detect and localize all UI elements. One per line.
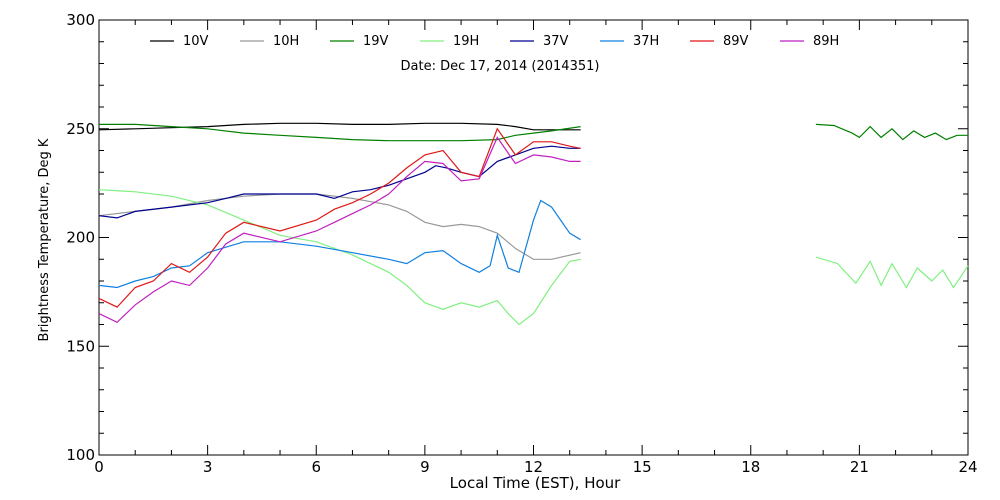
series-line-19v <box>99 123 581 142</box>
legend-label-19v: 19V <box>363 34 389 49</box>
series-line-10h <box>98 193 581 260</box>
y-tick-label: 300 <box>66 11 95 29</box>
legend-label-89h: 89H <box>813 34 839 49</box>
legend-label-37h: 37H <box>633 34 659 49</box>
series-line-37h <box>98 199 581 289</box>
series-line-19h <box>98 189 581 326</box>
legend-label-37v: 37V <box>543 34 569 49</box>
x-tick-label: 3 <box>203 458 213 476</box>
series-line-19h <box>815 256 969 289</box>
legend-label-10h: 10H <box>273 34 299 49</box>
legend-label-19h: 19H <box>453 34 479 49</box>
y-tick-label: 200 <box>66 229 95 247</box>
x-tick-label: 24 <box>958 458 977 476</box>
legend-label-10v: 10V <box>183 34 209 49</box>
series-lines <box>98 122 969 326</box>
series-line-19v <box>815 123 968 141</box>
x-tick-label: 6 <box>311 458 321 476</box>
chart-title: Date: Dec 17, 2014 (2014351) <box>401 59 600 74</box>
y-tick-label: 250 <box>66 120 95 138</box>
axis-ticks: 0 3 6 9 12 15 18 21 24 100 150 200 250 300 <box>66 11 977 476</box>
series-line-89v <box>98 127 581 308</box>
x-tick-label: 15 <box>633 458 652 476</box>
series-line-89h <box>98 136 581 324</box>
x-tick-label: 18 <box>741 458 760 476</box>
x-tick-label: 12 <box>524 458 543 476</box>
x-axis-label: Local Time (EST), Hour <box>450 474 621 492</box>
y-axis-label: Brightness Temperature, Deg K <box>37 138 52 341</box>
x-tick-label: 0 <box>94 458 104 476</box>
x-tick-label: 9 <box>420 458 430 476</box>
y-tick-label: 100 <box>66 446 95 464</box>
plot-frame <box>98 19 969 456</box>
legend-label-89v: 89V <box>723 34 749 49</box>
legend: 10V 10H 19V 19H 37V 37H 89V 89H <box>150 34 839 49</box>
x-tick-label: 21 <box>850 458 869 476</box>
y-tick-label: 150 <box>66 337 95 355</box>
